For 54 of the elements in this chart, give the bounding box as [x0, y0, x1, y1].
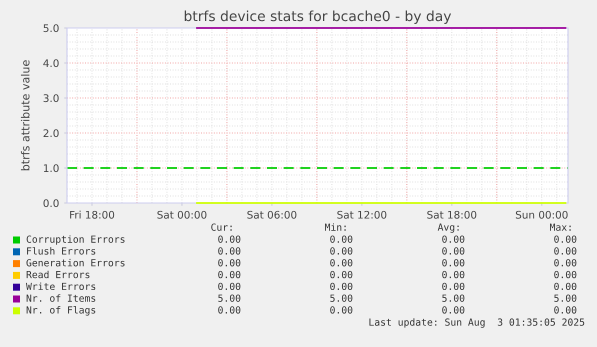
text: 0.00: [554, 282, 576, 290]
text: 5.00: [442, 294, 464, 302]
text: 0.00: [554, 235, 576, 243]
legend-label: Nr. of Flags: [26, 306, 96, 316]
text: 0.00: [554, 306, 576, 314]
text: 0.00: [554, 259, 576, 266]
text: 0.00: [330, 259, 352, 266]
text: 0.00: [218, 247, 240, 255]
text: Last update: Sun Aug 3 01:35:05 2025: [369, 318, 584, 328]
text: 0.00: [330, 235, 352, 243]
text: 0.00: [330, 270, 352, 278]
legend-label: Generation Errors: [26, 258, 125, 266]
text: 5.00: [330, 294, 352, 302]
text: 5.00: [218, 294, 240, 302]
text: Avg:: [438, 224, 459, 233]
text: 0.00: [330, 306, 352, 314]
y-tick-label: 4.0: [43, 59, 59, 68]
x-tick-label: Sat 12:00: [337, 210, 386, 219]
text: 0.00: [218, 282, 240, 290]
text: 0.00: [442, 247, 464, 255]
y-tick-label: 5.0: [44, 24, 59, 32]
text: 0.00: [442, 235, 464, 243]
text: 0.00: [218, 270, 240, 278]
y-tick-label: 3.0: [44, 94, 59, 102]
text: 0.00: [442, 259, 464, 266]
text: 0.00: [442, 282, 464, 290]
y-tick-label: 2.0: [44, 129, 59, 138]
text: 5.00: [554, 294, 576, 302]
text: Cur:: [211, 223, 232, 231]
text: 0.00: [330, 247, 352, 255]
chart-title: btrfs device stats for bcache0 - by day: [184, 10, 452, 24]
legend-label: Nr. of Items: [26, 294, 96, 302]
text: 0.00: [442, 270, 464, 278]
text: 0.00: [554, 270, 576, 278]
text: 0.00: [218, 259, 240, 266]
y-tick-label: 1.0: [44, 164, 59, 172]
x-tick-label: Sat 18:00: [427, 210, 476, 219]
y-axis-title: btrfs attribute value: [20, 60, 30, 170]
x-tick-label: Fri 18:00: [70, 210, 114, 219]
text: Min:: [324, 223, 346, 231]
text: Max:: [550, 224, 571, 231]
legend-label: Corruption Errors: [26, 235, 125, 245]
text: 0.00: [218, 306, 240, 314]
x-tick-label: Sat 00:00: [157, 210, 206, 219]
legend-label: Flush Errors: [27, 247, 96, 255]
x-tick-label: Sat 06:00: [247, 210, 296, 219]
legend-label: Write Errors: [26, 282, 96, 290]
text: 0.00: [554, 247, 576, 255]
y-tick-label: 0.0: [43, 199, 59, 208]
x-tick-label: Sun 00:00: [516, 210, 568, 219]
text: 0.00: [330, 282, 352, 290]
text: 0.00: [442, 306, 464, 314]
legend-label: Read Errors: [26, 270, 90, 278]
text: 0.00: [218, 235, 240, 243]
